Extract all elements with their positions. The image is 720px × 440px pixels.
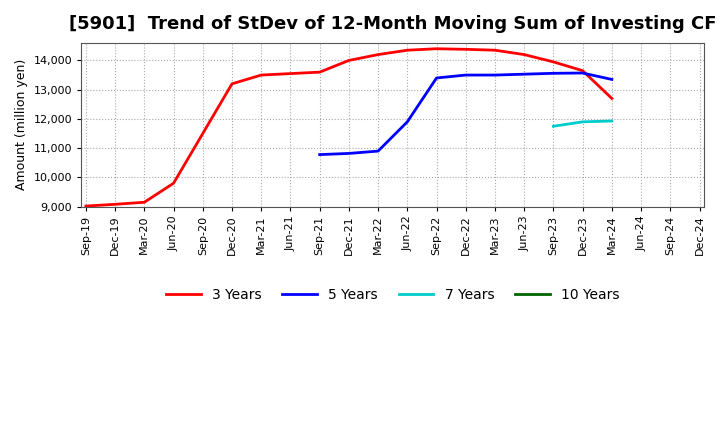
3 Years: [199, 131, 207, 136]
5 Years: [374, 148, 382, 154]
3 Years: [403, 48, 412, 53]
5 Years: [578, 70, 587, 76]
7 Years: [578, 119, 587, 125]
3 Years: [608, 96, 616, 101]
3 Years: [169, 180, 178, 186]
3 Years: [432, 46, 441, 51]
3 Years: [111, 202, 120, 207]
3 Years: [578, 68, 587, 73]
5 Years: [608, 77, 616, 82]
7 Years: [608, 118, 616, 124]
Y-axis label: Amount (million yen): Amount (million yen): [15, 59, 28, 191]
3 Years: [81, 203, 90, 209]
5 Years: [549, 71, 558, 76]
5 Years: [315, 152, 324, 157]
5 Years: [432, 75, 441, 81]
3 Years: [140, 200, 148, 205]
Line: 5 Years: 5 Years: [320, 73, 612, 154]
5 Years: [520, 72, 528, 77]
Line: 7 Years: 7 Years: [554, 121, 612, 126]
3 Years: [257, 73, 266, 78]
7 Years: [549, 124, 558, 129]
Legend: 3 Years, 5 Years, 7 Years, 10 Years: 3 Years, 5 Years, 7 Years, 10 Years: [161, 282, 625, 308]
5 Years: [490, 73, 499, 78]
3 Years: [462, 47, 470, 52]
5 Years: [403, 119, 412, 125]
3 Years: [286, 71, 294, 76]
3 Years: [374, 52, 382, 57]
Line: 3 Years: 3 Years: [86, 49, 612, 206]
3 Years: [345, 58, 354, 63]
3 Years: [549, 59, 558, 65]
3 Years: [490, 48, 499, 53]
3 Years: [315, 70, 324, 75]
5 Years: [345, 151, 354, 156]
3 Years: [228, 81, 236, 87]
Title: [5901]  Trend of StDev of 12-Month Moving Sum of Investing CF: [5901] Trend of StDev of 12-Month Moving…: [69, 15, 716, 33]
5 Years: [462, 73, 470, 78]
3 Years: [520, 52, 528, 57]
